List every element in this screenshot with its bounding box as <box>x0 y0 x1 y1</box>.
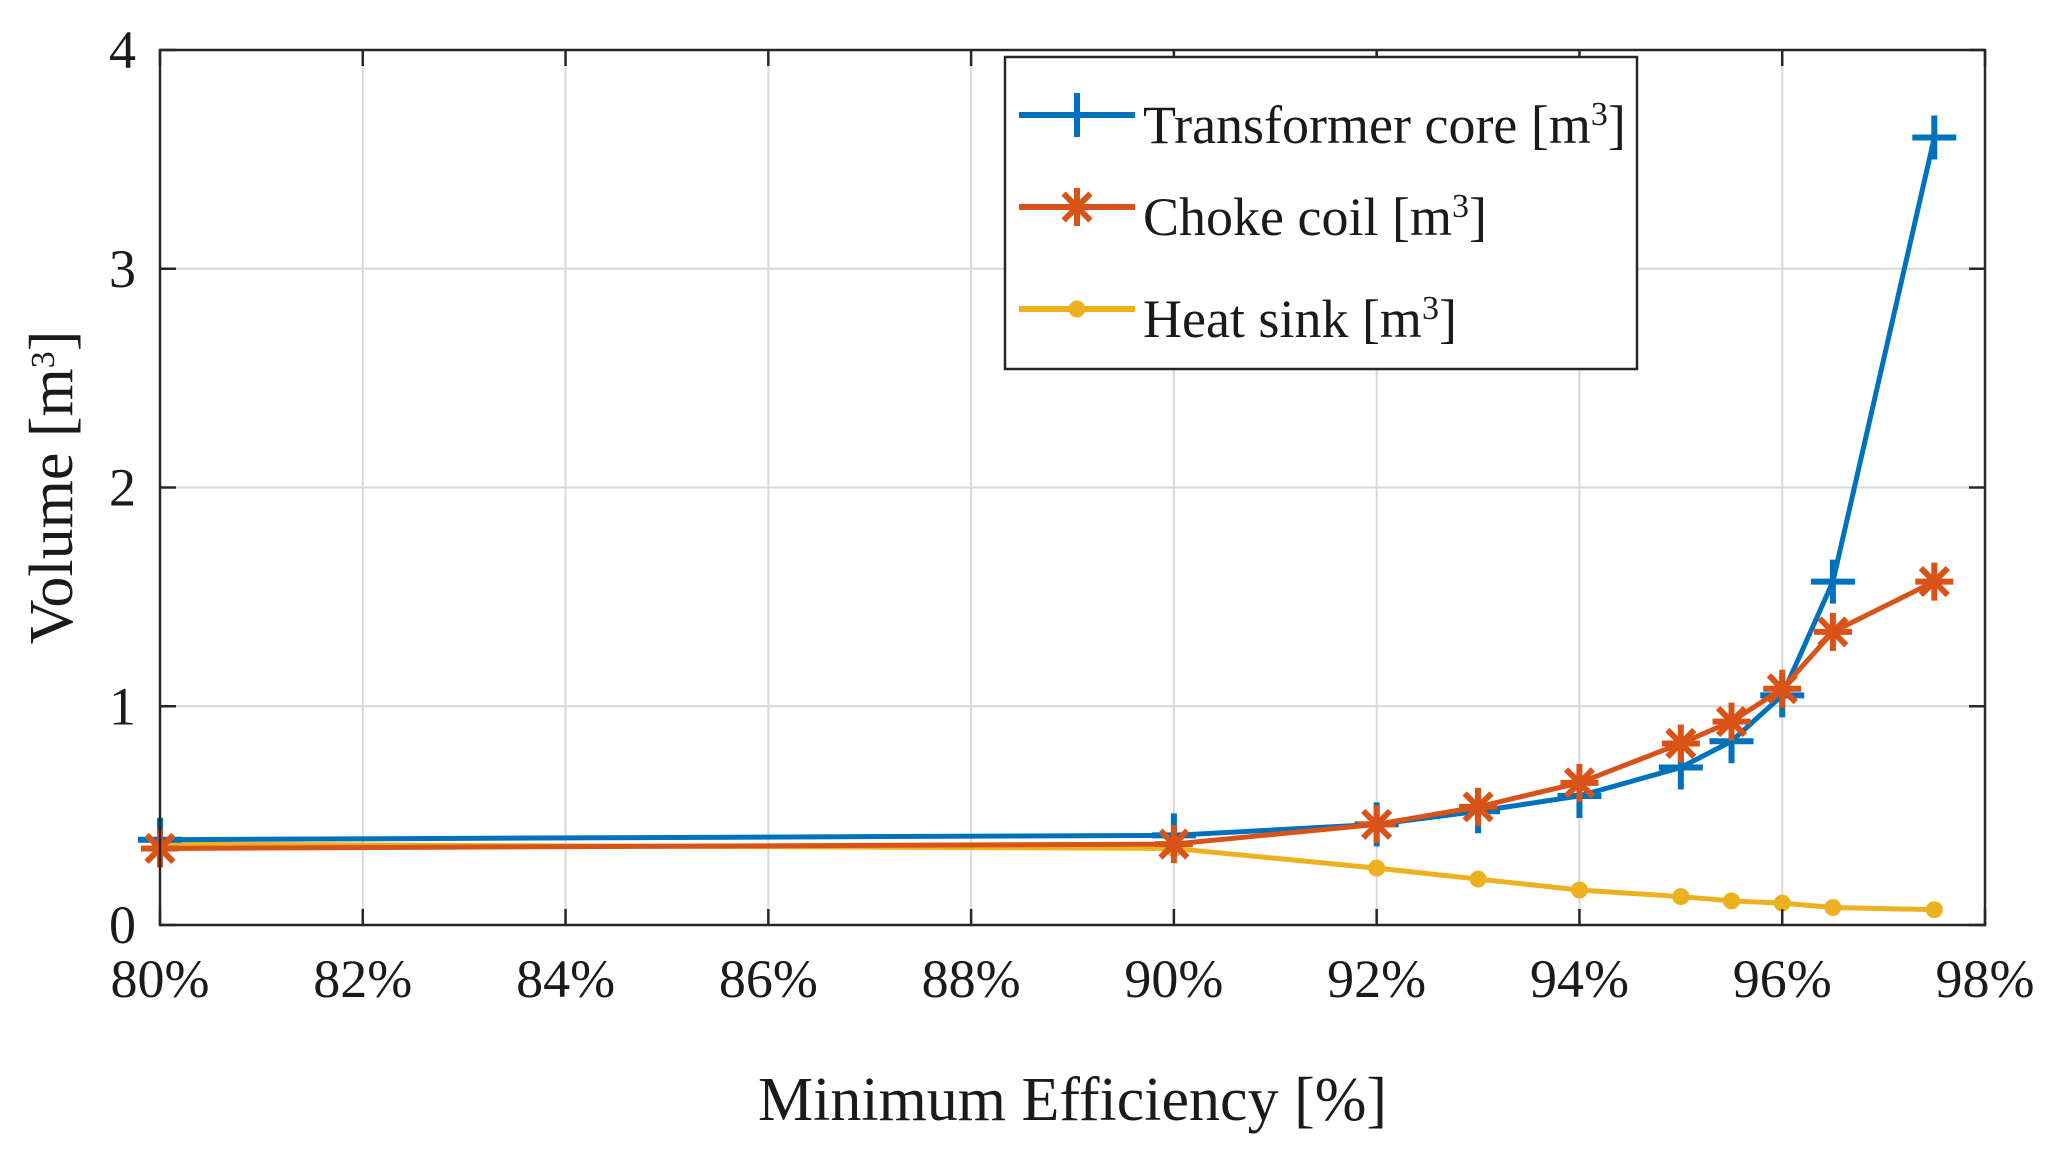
legend-label-suffix: ] <box>1608 95 1626 155</box>
y-tick-label: 0 <box>109 895 136 955</box>
legend-label: Choke coil [m3] <box>1143 187 1487 247</box>
legend-plus-marker <box>1055 93 1099 137</box>
series-1-line <box>159 579 1936 851</box>
y-tick-label: 2 <box>109 458 136 518</box>
legend-dot-marker <box>1068 300 1086 318</box>
tick-labels: 80% 82% 84% 86% 88% 90% 92% 94% 96% 98% 0 1 2 3 4 <box>109 20 2034 1009</box>
x-axis-title: Minimum Efficiency [%] <box>758 1066 1387 1134</box>
x-tick-label: 86% <box>719 949 818 1009</box>
x-tick-label: 84% <box>516 949 615 1009</box>
series-1-point-asterisk-marker <box>1915 562 1954 601</box>
legend-entry-1: Choke coil [m3] <box>1019 187 1487 247</box>
x-tick-label: 94% <box>1530 949 1629 1009</box>
series-1-point-asterisk-marker <box>1712 702 1751 741</box>
y-tick-label: 3 <box>109 239 136 299</box>
x-tick-label: 80% <box>111 949 210 1009</box>
legend-label-main: Heat sink [m <box>1143 289 1422 349</box>
y-axis-title-suffix: ] <box>18 331 86 352</box>
legend-label-superscript: 3 <box>1452 188 1469 225</box>
axis-ticks <box>158 48 1987 927</box>
y-axis-title-superscript: 3 <box>25 351 62 368</box>
series-1-point-asterisk-marker <box>1661 724 1700 763</box>
series-2 <box>151 835 1943 919</box>
series-1-point-asterisk-marker <box>1763 669 1802 708</box>
y-axis-title-main: Volume [m <box>18 368 86 644</box>
legend-entry-0: Transformer core [m3] <box>1019 93 1626 155</box>
series-2-point-dot-marker <box>1824 899 1842 916</box>
legend-label-main: Transformer core [m <box>1143 95 1591 155</box>
series-2-point-dot-marker <box>1570 881 1588 899</box>
x-tick-label: 90% <box>1124 949 1223 1009</box>
legend-asterisk-marker <box>1058 188 1096 226</box>
series-2-point-dot-marker <box>1723 892 1741 910</box>
x-tick-label: 98% <box>1936 949 2035 1009</box>
series-2-line <box>159 841 1935 913</box>
legend-label-superscript: 3 <box>1422 290 1439 327</box>
series-2-point-dot-marker <box>1773 894 1791 912</box>
series-0-point-plus-marker <box>1912 115 1957 160</box>
y-axis-title: Volume [m3] <box>18 331 86 645</box>
series-0-point-plus-marker <box>1810 559 1855 604</box>
x-tick-label: 92% <box>1327 949 1426 1009</box>
series-0-line <box>159 136 1937 843</box>
y-tick-label: 4 <box>109 20 136 80</box>
legend-label-suffix: ] <box>1469 187 1487 247</box>
series-2-point-dot-marker <box>1925 901 1943 919</box>
series-1-point-asterisk-marker <box>1154 825 1193 864</box>
legend-entry-2: Heat sink [m3] <box>1019 289 1457 349</box>
x-tick-label: 82% <box>313 949 412 1009</box>
y-tick-label: 1 <box>109 676 136 736</box>
legend-entries: Transformer core [m3]Choke coil [m3]Heat… <box>1019 93 1626 349</box>
series-1-point-asterisk-marker <box>1357 805 1396 844</box>
legend-box <box>1003 55 1639 371</box>
legend-label-superscript: 3 <box>1591 96 1608 133</box>
legend-label: Heat sink [m3] <box>1143 289 1457 349</box>
series-1-point-asterisk-marker <box>1459 787 1498 826</box>
series-2-point-dot-marker <box>1368 859 1386 877</box>
series-1-point-asterisk-marker <box>1560 763 1599 802</box>
legend-label-main: Choke coil [m <box>1143 187 1452 247</box>
legend: Transformer core [m3]Choke coil [m3]Heat… <box>1003 55 1639 371</box>
legend-label: Transformer core [m3] <box>1143 95 1626 155</box>
series-1-point-asterisk-marker <box>1813 612 1852 651</box>
series-2-point-dot-marker <box>1672 888 1690 906</box>
x-tick-label: 88% <box>922 949 1021 1009</box>
series-2-point-dot-marker <box>1469 870 1487 888</box>
x-tick-label: 96% <box>1733 949 1832 1009</box>
legend-label-suffix: ] <box>1439 289 1457 349</box>
